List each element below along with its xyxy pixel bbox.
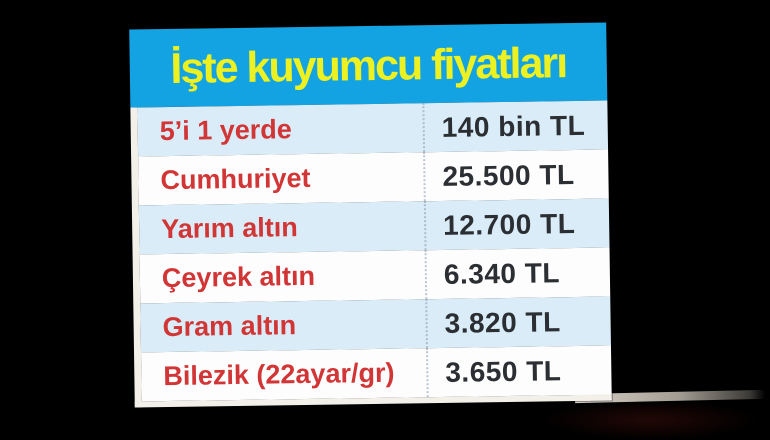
item-label: Gram altın <box>162 310 297 343</box>
table-row: 5’i 1 yerde 140 bin TL <box>137 100 609 157</box>
photo-background: İşte kuyumcu fiyatları 5’i 1 yerde 140 b… <box>129 22 766 440</box>
table-row: Çeyrek altın 6.340 TL <box>139 247 611 304</box>
table-row: Bilezik (22ayar/gr) 3.650 TL <box>141 345 612 402</box>
item-label: Cumhuriyet <box>160 162 311 196</box>
table-rows: 5’i 1 yerde 140 bin TL Cumhuriyet 25.500… <box>130 100 612 408</box>
item-price: 12.700 TL <box>423 198 610 251</box>
item-price: 3.820 TL <box>425 296 611 349</box>
item-price: 6.340 TL <box>424 247 611 300</box>
table-row: Cumhuriyet 25.500 TL <box>138 149 609 206</box>
item-price: 140 bin TL <box>422 100 609 153</box>
item-label: Bilezik (22ayar/gr) <box>163 357 395 392</box>
item-label: 5’i 1 yerde <box>159 114 293 147</box>
item-price: 25.500 TL <box>423 149 609 202</box>
price-table: İşte kuyumcu fiyatları 5’i 1 yerde 140 b… <box>129 22 612 408</box>
table-title-bar: İşte kuyumcu fiyatları <box>129 22 608 108</box>
item-label: Yarım altın <box>160 212 298 245</box>
table-title: İşte kuyumcu fiyatları <box>170 38 567 93</box>
item-price: 3.650 TL <box>425 345 612 398</box>
table-row: Gram altın 3.820 TL <box>140 296 611 353</box>
item-label: Çeyrek altın <box>161 260 316 294</box>
table-row: Yarım altın 12.700 TL <box>138 198 610 255</box>
